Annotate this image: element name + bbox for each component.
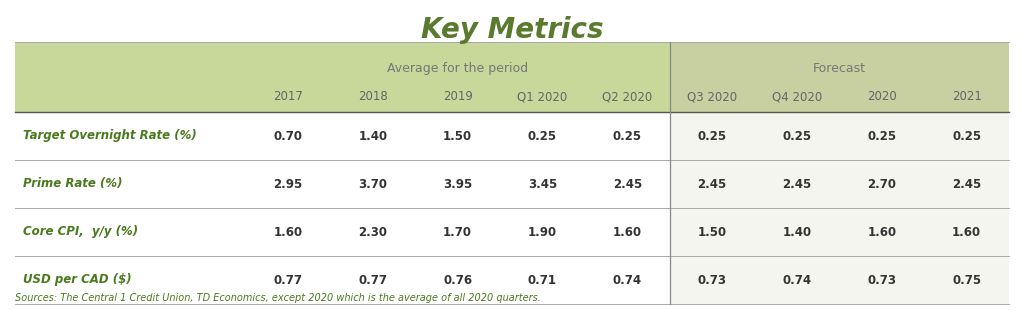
Text: 0.25: 0.25	[528, 130, 557, 143]
Bar	[670, 112, 1009, 160]
Text: 0.25: 0.25	[782, 130, 811, 143]
Text: 1.60: 1.60	[612, 225, 642, 238]
Text: Prime Rate (%): Prime Rate (%)	[23, 178, 123, 191]
Text: 1.50: 1.50	[697, 225, 727, 238]
Bar	[15, 112, 1009, 160]
Text: 3.95: 3.95	[443, 178, 472, 191]
Text: 0.25: 0.25	[697, 130, 727, 143]
Text: 2017: 2017	[273, 90, 303, 103]
Text: Core CPI,  y/y (%): Core CPI, y/y (%)	[23, 225, 138, 238]
Text: 1.60: 1.60	[273, 225, 302, 238]
Text: 3.70: 3.70	[358, 178, 387, 191]
Text: Sources: The Central 1 Credit Union, TD Economics, except 2020 which is the aver: Sources: The Central 1 Credit Union, TD …	[15, 293, 541, 303]
Text: Q1 2020: Q1 2020	[517, 90, 567, 103]
Text: USD per CAD ($): USD per CAD ($)	[23, 273, 132, 286]
Bar	[15, 42, 1009, 112]
Text: Q2 2020: Q2 2020	[602, 90, 652, 103]
Text: 2.45: 2.45	[697, 178, 727, 191]
Text: 2019: 2019	[442, 90, 473, 103]
Text: 2018: 2018	[358, 90, 388, 103]
Text: Forecast: Forecast	[813, 62, 866, 75]
Text: Q4 2020: Q4 2020	[772, 90, 822, 103]
Text: 0.77: 0.77	[358, 273, 387, 286]
Text: 3.45: 3.45	[527, 178, 557, 191]
Text: 0.74: 0.74	[612, 273, 642, 286]
Bar	[670, 42, 1009, 112]
Text: 2.45: 2.45	[952, 178, 981, 191]
Bar	[15, 160, 1009, 208]
Text: 0.25: 0.25	[867, 130, 896, 143]
Text: 2.70: 2.70	[867, 178, 896, 191]
Text: 2.95: 2.95	[273, 178, 303, 191]
Text: 0.73: 0.73	[867, 273, 896, 286]
Text: 2021: 2021	[951, 90, 982, 103]
Text: 0.77: 0.77	[273, 273, 302, 286]
Text: 1.70: 1.70	[443, 225, 472, 238]
Bar	[670, 208, 1009, 256]
Text: 0.75: 0.75	[952, 273, 981, 286]
Bar	[670, 160, 1009, 208]
Text: 0.70: 0.70	[273, 130, 302, 143]
Text: 0.74: 0.74	[782, 273, 811, 286]
Text: 1.50: 1.50	[443, 130, 472, 143]
Text: 2.30: 2.30	[358, 225, 387, 238]
Text: 1.40: 1.40	[782, 225, 811, 238]
Text: 0.25: 0.25	[612, 130, 642, 143]
Text: 1.60: 1.60	[867, 225, 896, 238]
Text: 2.45: 2.45	[612, 178, 642, 191]
Text: 2.45: 2.45	[782, 178, 812, 191]
Text: Average for the period: Average for the period	[387, 62, 528, 75]
Bar	[15, 208, 1009, 256]
Text: 0.76: 0.76	[443, 273, 472, 286]
Bar	[670, 256, 1009, 304]
Text: 2020: 2020	[867, 90, 897, 103]
Text: 1.60: 1.60	[952, 225, 981, 238]
Bar	[15, 256, 1009, 304]
Text: 0.73: 0.73	[697, 273, 727, 286]
Text: Key Metrics: Key Metrics	[421, 16, 603, 44]
Text: Target Overnight Rate (%): Target Overnight Rate (%)	[23, 130, 197, 143]
Text: 0.25: 0.25	[952, 130, 981, 143]
Text: 0.71: 0.71	[528, 273, 557, 286]
Text: 1.90: 1.90	[528, 225, 557, 238]
Text: 1.40: 1.40	[358, 130, 387, 143]
Text: Q3 2020: Q3 2020	[687, 90, 737, 103]
